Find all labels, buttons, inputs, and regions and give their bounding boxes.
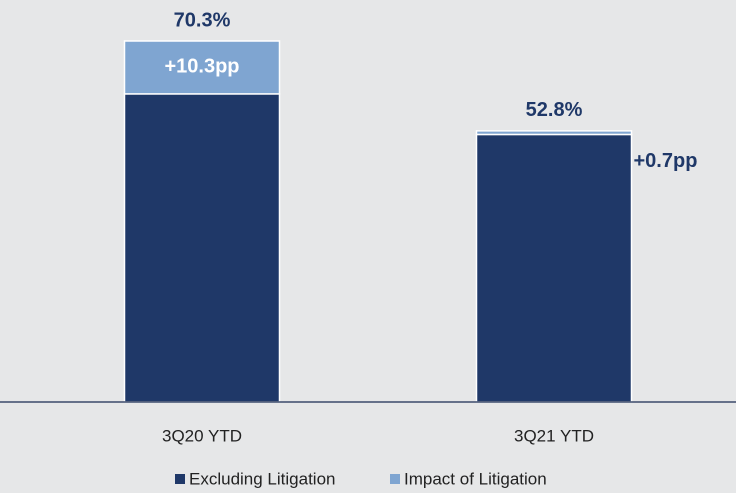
bar-segment (123, 93, 281, 403)
legend-swatch (390, 474, 400, 484)
legend-label: Excluding Litigation (189, 469, 335, 488)
bar-segment (123, 40, 281, 95)
segment-label: +0.7pp (634, 150, 698, 172)
total-label: 52.8% (526, 99, 583, 121)
bar-segment (475, 133, 633, 403)
total-label: 70.3% (174, 9, 231, 31)
bar-segment (475, 130, 633, 136)
legend-swatch (175, 474, 185, 484)
legend-label: Impact of Litigation (404, 469, 547, 488)
x-tick-label: 3Q21 YTD (514, 426, 594, 445)
segment-label: +10.3pp (164, 56, 239, 78)
x-tick-label: 3Q20 YTD (162, 426, 242, 445)
